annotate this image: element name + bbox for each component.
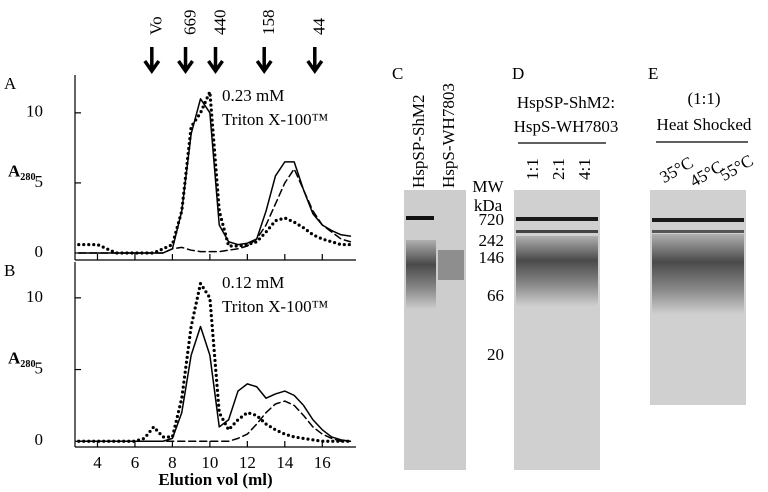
curve: [77, 281, 352, 443]
mw-label: kDa: [474, 196, 503, 215]
x-tick-label: 4: [93, 453, 102, 472]
mw-marker: 146: [479, 248, 505, 267]
x-tick-label: 16: [314, 453, 331, 472]
y-axis-label: A₂₈₀: [8, 348, 36, 367]
panel-label: D: [512, 64, 524, 83]
annotation: Triton X-100™: [222, 297, 328, 316]
mw-marker: 242: [479, 231, 505, 250]
x-tick-label: 8: [168, 453, 177, 472]
band: [516, 230, 598, 233]
gel-title: HspS-WH7803: [514, 117, 619, 136]
y-tick-label: 5: [35, 358, 44, 377]
marker-arrow: [207, 47, 224, 75]
mw-label: MW: [472, 177, 504, 196]
smear: [406, 240, 436, 310]
curve: [77, 90, 352, 255]
marker-label: 158: [259, 10, 278, 36]
x-tick-label: 10: [201, 453, 218, 472]
lane-label: HspS-WH7803: [439, 83, 458, 188]
band: [516, 217, 598, 221]
y-tick-label: 10: [26, 102, 43, 121]
annotation: Triton X-100™: [222, 110, 328, 129]
lane-label: 55°C: [716, 151, 756, 185]
band: [652, 218, 744, 222]
gel-title: HspSP-ShM2:: [517, 93, 615, 112]
smear: [652, 234, 744, 314]
y-tick-label: 10: [26, 287, 43, 306]
annotation: 0.23 mM: [222, 86, 284, 105]
mw-marker: 20: [487, 345, 504, 364]
curve: [77, 400, 352, 443]
x-tick-label: 14: [276, 453, 294, 472]
gel-title: Heat Shocked: [657, 115, 752, 134]
curve: [77, 168, 352, 254]
panel-label: E: [648, 64, 658, 83]
annotation: 0.12 mM: [222, 273, 284, 292]
x-axis-label: Elution vol (ml): [158, 470, 272, 489]
band: [406, 216, 434, 220]
marker-arrow: [177, 47, 194, 75]
lane-label: 2:1: [549, 158, 568, 180]
lane-label: 4:1: [575, 158, 594, 180]
marker-label: 44: [310, 18, 329, 36]
panel-label: A: [4, 74, 17, 93]
marker-arrow: [306, 47, 324, 75]
marker-label: 669: [180, 10, 199, 36]
panel-label: C: [392, 64, 403, 83]
marker-label: 440: [210, 10, 229, 36]
lane-label: HspSP-ShM2: [409, 94, 428, 188]
y-tick-label: 0: [35, 430, 44, 449]
gel: [404, 190, 466, 470]
mw-marker: 720: [479, 210, 505, 229]
gel-title: (1:1): [687, 89, 720, 108]
smear: [438, 250, 464, 280]
smear: [516, 236, 598, 306]
marker-label: Vo: [147, 16, 166, 35]
marker-arrow: [255, 47, 273, 75]
x-tick-label: 12: [239, 453, 256, 472]
x-tick-label: 6: [131, 453, 140, 472]
lane-label: 1:1: [523, 158, 542, 180]
y-axis-label: A₂₈₀: [8, 161, 36, 180]
marker-arrow: [143, 47, 161, 75]
y-tick-label: 0: [35, 242, 44, 261]
y-tick-label: 5: [35, 172, 44, 191]
band: [652, 230, 744, 233]
panel-label: B: [4, 261, 15, 280]
mw-marker: 66: [487, 286, 504, 305]
